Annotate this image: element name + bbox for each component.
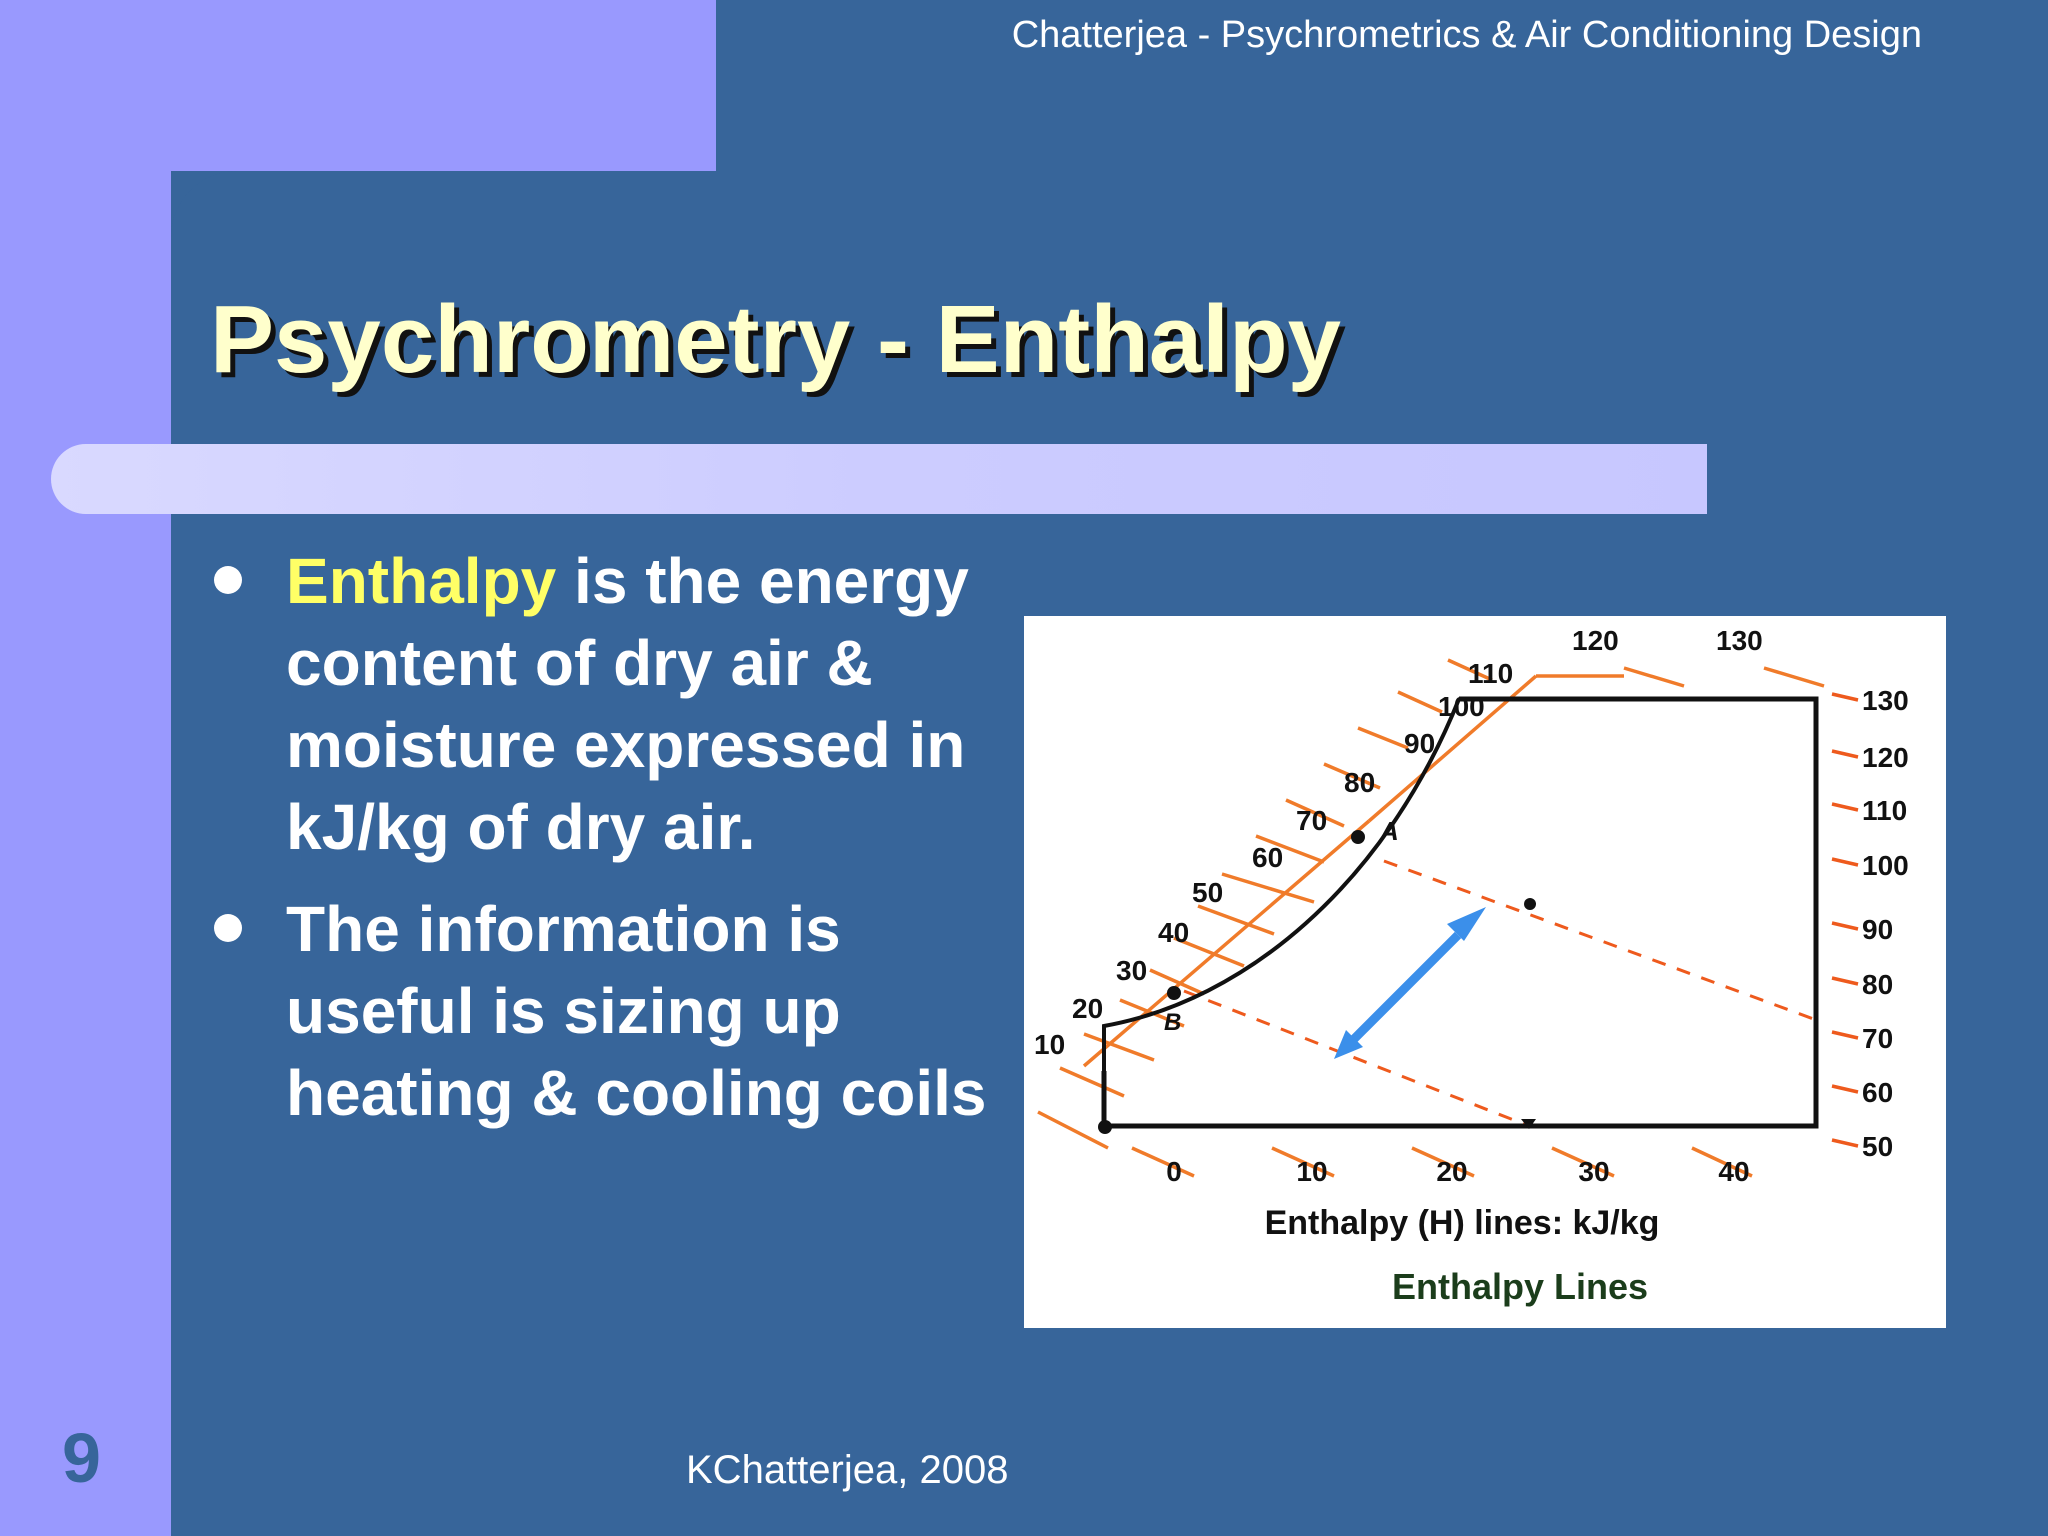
enthalpy-figure: 10 20 30 40 50 60 70 80 90 100 110 120 130 130 120 110 1… [1024, 616, 1946, 1328]
bottom-tick-label: 10 [1296, 1156, 1327, 1187]
right-tick-label: 100 [1862, 850, 1909, 881]
enthalpy-line [1083, 1032, 1155, 1062]
corner-point-marker [1098, 1120, 1112, 1134]
curve-tick-label: 90 [1404, 728, 1435, 759]
right-tick-mark [1831, 1138, 1859, 1148]
enthalpy-line [1037, 1110, 1109, 1150]
saturation-curve [1102, 698, 1461, 1071]
bullet-text: is the energy content of dry air & moist… [286, 545, 969, 863]
right-tick-mark [1831, 1084, 1859, 1094]
enthalpy-line [1691, 1146, 1753, 1178]
dashed-end-marker [1524, 898, 1536, 910]
enthalpy-diagonal [1082, 819, 1371, 1068]
footer-text: KChatterjea, 2008 [686, 1448, 1009, 1492]
right-tick-label: 90 [1862, 914, 1893, 945]
enthalpy-line [1271, 1146, 1335, 1178]
enthalpy-line [1357, 726, 1409, 750]
enthalpy-line [1173, 936, 1245, 968]
right-tick-mark [1831, 802, 1859, 812]
right-tick-label: 80 [1862, 969, 1893, 1000]
dashed-line-lower [1183, 989, 1530, 1128]
bullet-item-1: Enthalpy is the energy content of dry ai… [210, 540, 1040, 868]
bullet-icon [214, 566, 242, 594]
point-b-label: B [1164, 1009, 1181, 1036]
dashed-end-arrowhead [1521, 1119, 1536, 1129]
point-a-label: A [1379, 816, 1399, 846]
point-a-marker [1351, 830, 1365, 844]
top-tick-label: 130 [1716, 625, 1763, 656]
left-accent-strip [0, 0, 171, 1536]
enthalpy-line [1285, 798, 1345, 828]
curve-tick-label: 10 [1034, 1029, 1065, 1060]
right-tick-mark [1831, 976, 1859, 986]
figure-caption: Enthalpy Lines [1392, 1266, 1648, 1307]
enthalpy-line [1149, 968, 1205, 996]
title-underline-bar [51, 444, 1707, 514]
right-tick-label: 110 [1862, 795, 1907, 826]
page-number: 9 [62, 1419, 101, 1497]
bottom-tick-label: 0 [1166, 1156, 1182, 1187]
enthalpy-line [1411, 1146, 1475, 1178]
blue-double-arrow [1334, 907, 1486, 1059]
bullet-text: The information is useful is sizing up h… [286, 893, 987, 1129]
bottom-tick-label: 30 [1578, 1156, 1609, 1187]
enthalpy-line [1197, 904, 1275, 936]
curve-tick-label: 60 [1252, 842, 1283, 873]
curve-tick-label: 40 [1158, 917, 1189, 948]
right-tick-label: 50 [1862, 1131, 1893, 1162]
top-tick-label: 120 [1572, 625, 1619, 656]
axis-label: Enthalpy (H) lines: kJ/kg [1265, 1204, 1660, 1242]
bullet-highlight: Enthalpy [286, 545, 557, 617]
curve-tick-label: 80 [1344, 767, 1375, 798]
right-tick-mark [1831, 1030, 1859, 1040]
right-tick-mark [1831, 857, 1859, 867]
curve-tick-label: 100 [1438, 691, 1485, 722]
enthalpy-line [1397, 690, 1443, 714]
bullet-list: Enthalpy is the energy content of dry ai… [210, 540, 1040, 1154]
enthalpy-line [1059, 1066, 1125, 1098]
header-text: Chatterjea - Psychrometrics & Air Condit… [1011, 14, 1922, 56]
curve-tick-label: 110 [1468, 658, 1513, 689]
curve-tick-label: 30 [1116, 955, 1147, 986]
enthalpy-line [1447, 658, 1493, 682]
right-tick-mark [1831, 921, 1859, 931]
dashed-lines [1183, 859, 1820, 1128]
curve-tick-label: 70 [1296, 805, 1327, 836]
right-tick-label: 60 [1862, 1077, 1893, 1108]
enthalpy-line [1323, 762, 1381, 790]
enthalpy-line [1763, 666, 1825, 688]
curve-tick-label: 50 [1192, 877, 1223, 908]
right-tick-mark [1831, 692, 1859, 702]
bottom-tick-label: 40 [1718, 1156, 1749, 1187]
bullet-icon [214, 914, 242, 942]
right-tick-mark [1831, 749, 1859, 759]
slide-title: Psychrometry - Enthalpy [210, 286, 1341, 393]
enthalpy-line [1623, 666, 1685, 688]
bullet-item-2: The information is useful is sizing up h… [210, 888, 1040, 1134]
curve-tick-label: 20 [1072, 993, 1103, 1024]
right-tick-label: 120 [1862, 742, 1909, 773]
bottom-tick-label: 20 [1436, 1156, 1467, 1187]
right-tick-label: 130 [1862, 685, 1909, 716]
enthalpy-line [1551, 1146, 1615, 1178]
right-tick-label: 70 [1862, 1023, 1893, 1054]
enthalpy-line [1221, 872, 1315, 904]
chart-outline [1101, 696, 1819, 1129]
enthalpy-line [1131, 1146, 1195, 1178]
enthalpy-line [1255, 834, 1325, 864]
point-b-marker [1167, 986, 1181, 1000]
